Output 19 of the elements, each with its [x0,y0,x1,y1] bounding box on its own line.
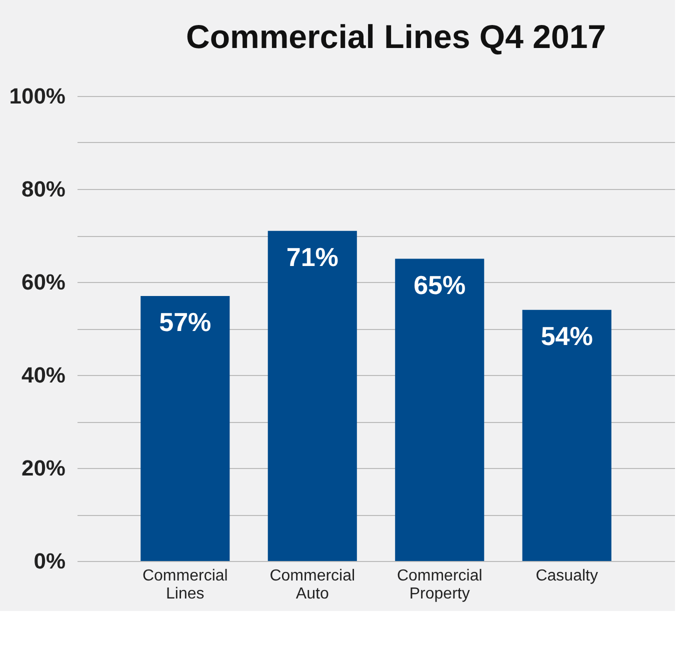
chart-title: Commercial Lines Q4 2017 [186,18,606,55]
data-label: 71% [286,242,338,272]
data-label: 54% [540,320,593,351]
bar [140,296,230,561]
x-tick-label: Commercial Auto [270,568,356,602]
data-label: 57% [159,306,212,337]
data-label: 65% [414,270,466,300]
y-tick-label: 60% [21,270,66,294]
y-tick-label: 20% [21,456,66,480]
y-tick-label: 80% [21,176,66,202]
y-tick-label: 40% [21,362,66,388]
x-tick-label: Commercial Property [396,568,482,602]
x-tick-label: Casualty [536,568,598,584]
bar [268,230,357,561]
y-tick-label: 100% [9,84,66,108]
bar [395,258,484,561]
x-tick-label: Commercial Lines [142,568,228,602]
y-tick-label: 0% [34,548,66,574]
bar [522,310,612,561]
